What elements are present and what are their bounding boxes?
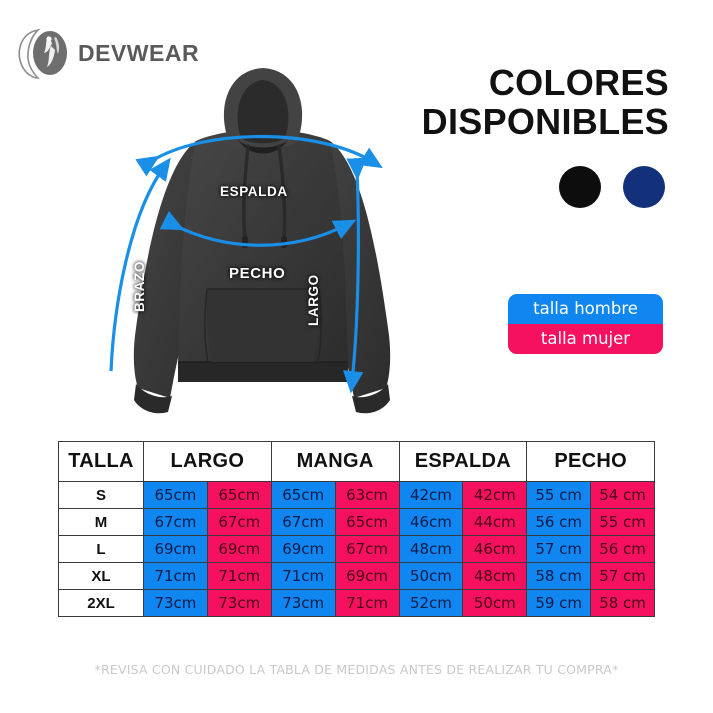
measure-label-largo: LARGO (306, 274, 321, 326)
table-row: S 65cm 65cm 65cm 63cm 42cm 42cm 55 cm 54… (58, 481, 655, 509)
color-swatch-black[interactable] (559, 166, 601, 208)
cell-espalda-men: 48cm (398, 535, 464, 563)
cell-espalda-men: 46cm (398, 508, 464, 536)
column-header-manga: MANGA (270, 441, 400, 482)
cell-espalda-women: 50cm (462, 589, 528, 617)
cell-largo-men: 71cm (143, 562, 208, 590)
table-header-row: TALLA LARGO MANGA ESPALDA PECHO (58, 441, 655, 482)
colores-disponibles-title: COLORES DISPONIBLES (421, 62, 669, 142)
cell-manga-women: 69cm (334, 562, 400, 590)
title-line-2: DISPONIBLES (421, 100, 669, 142)
row-size-label: L (58, 535, 144, 563)
cell-espalda-men: 52cm (398, 589, 464, 617)
table-row: XL 71cm 71cm 71cm 69cm 50cm 48cm 58 cm 5… (58, 562, 655, 590)
cell-largo-women: 67cm (206, 508, 272, 536)
column-header-espalda: ESPALDA (398, 441, 528, 482)
size-legend: talla hombre talla mujer (508, 294, 663, 354)
brand-name: DEVWEAR (78, 39, 200, 66)
column-header-largo: LARGO (143, 441, 272, 482)
cell-largo-men: 65cm (143, 481, 208, 509)
cell-pecho-men: 56 cm (526, 508, 592, 536)
cell-espalda-women: 42cm (462, 481, 528, 509)
row-size-label: S (58, 481, 144, 509)
table-head: TALLA LARGO MANGA ESPALDA PECHO (58, 441, 655, 482)
cell-pecho-women: 55 cm (590, 508, 655, 536)
cell-pecho-men: 59 cm (526, 589, 592, 617)
measure-label-brazo: BRAZO (132, 261, 147, 312)
cell-largo-women: 71cm (206, 562, 272, 590)
cell-largo-women: 69cm (206, 535, 272, 563)
column-header-talla: TALLA (58, 441, 144, 482)
cell-manga-men: 67cm (270, 508, 336, 536)
cell-pecho-men: 57 cm (526, 535, 592, 563)
cell-manga-men: 69cm (270, 535, 336, 563)
footnote-text: *REVISA CON CUIDADO LA TABLA DE MEDIDAS … (94, 662, 619, 677)
color-swatch-navy[interactable] (623, 166, 665, 208)
cell-pecho-women: 58 cm (590, 589, 655, 617)
brand-logo: DEVWEAR (14, 26, 199, 80)
cell-pecho-men: 58 cm (526, 562, 592, 590)
cell-largo-women: 73cm (206, 589, 272, 617)
title-line-1: COLORES (488, 62, 669, 103)
cell-pecho-women: 56 cm (590, 535, 655, 563)
cell-espalda-women: 46cm (462, 535, 528, 563)
devwear-logo-icon (14, 26, 72, 80)
cell-manga-women: 63cm (334, 481, 400, 509)
table-row: M 67cm 67cm 67cm 65cm 46cm 44cm 56 cm 55… (58, 508, 655, 536)
table-body: S 65cm 65cm 65cm 63cm 42cm 42cm 55 cm 54… (58, 481, 655, 617)
column-header-pecho: PECHO (526, 441, 655, 482)
size-table-wrapper: TALLA LARGO MANGA ESPALDA PECHO S 65cm 6… (58, 441, 655, 617)
size-table: TALLA LARGO MANGA ESPALDA PECHO S 65cm 6… (58, 441, 655, 617)
cell-espalda-women: 44cm (462, 508, 528, 536)
cell-manga-women: 71cm (334, 589, 400, 617)
legend-women: talla mujer (508, 324, 663, 354)
cell-manga-men: 73cm (270, 589, 336, 617)
row-size-label: M (58, 508, 144, 536)
cell-manga-women: 67cm (334, 535, 400, 563)
hoodie-illustration: ESPALDA PECHO BRAZO LARGO (108, 46, 418, 421)
table-row: 2XL 73cm 73cm 73cm 71cm 52cm 50cm 59 cm … (58, 589, 655, 617)
row-size-label: XL (58, 562, 144, 590)
cell-espalda-men: 50cm (398, 562, 464, 590)
row-size-label: 2XL (58, 589, 144, 617)
cell-largo-men: 69cm (143, 535, 208, 563)
table-row: L 69cm 69cm 69cm 67cm 48cm 46cm 57 cm 56… (58, 535, 655, 563)
cell-largo-men: 73cm (143, 589, 208, 617)
cell-largo-women: 65cm (206, 481, 272, 509)
cell-largo-men: 67cm (143, 508, 208, 536)
cell-espalda-women: 48cm (462, 562, 528, 590)
color-swatches (559, 166, 665, 208)
cell-manga-men: 71cm (270, 562, 336, 590)
cell-manga-men: 65cm (270, 481, 336, 509)
measure-label-espalda: ESPALDA (220, 184, 288, 199)
cell-pecho-men: 55 cm (526, 481, 592, 509)
cell-manga-women: 65cm (334, 508, 400, 536)
cell-pecho-women: 57 cm (590, 562, 655, 590)
measure-label-pecho: PECHO (229, 265, 286, 282)
cell-pecho-women: 54 cm (590, 481, 655, 509)
legend-men: talla hombre (508, 294, 663, 324)
cell-espalda-men: 42cm (398, 481, 464, 509)
